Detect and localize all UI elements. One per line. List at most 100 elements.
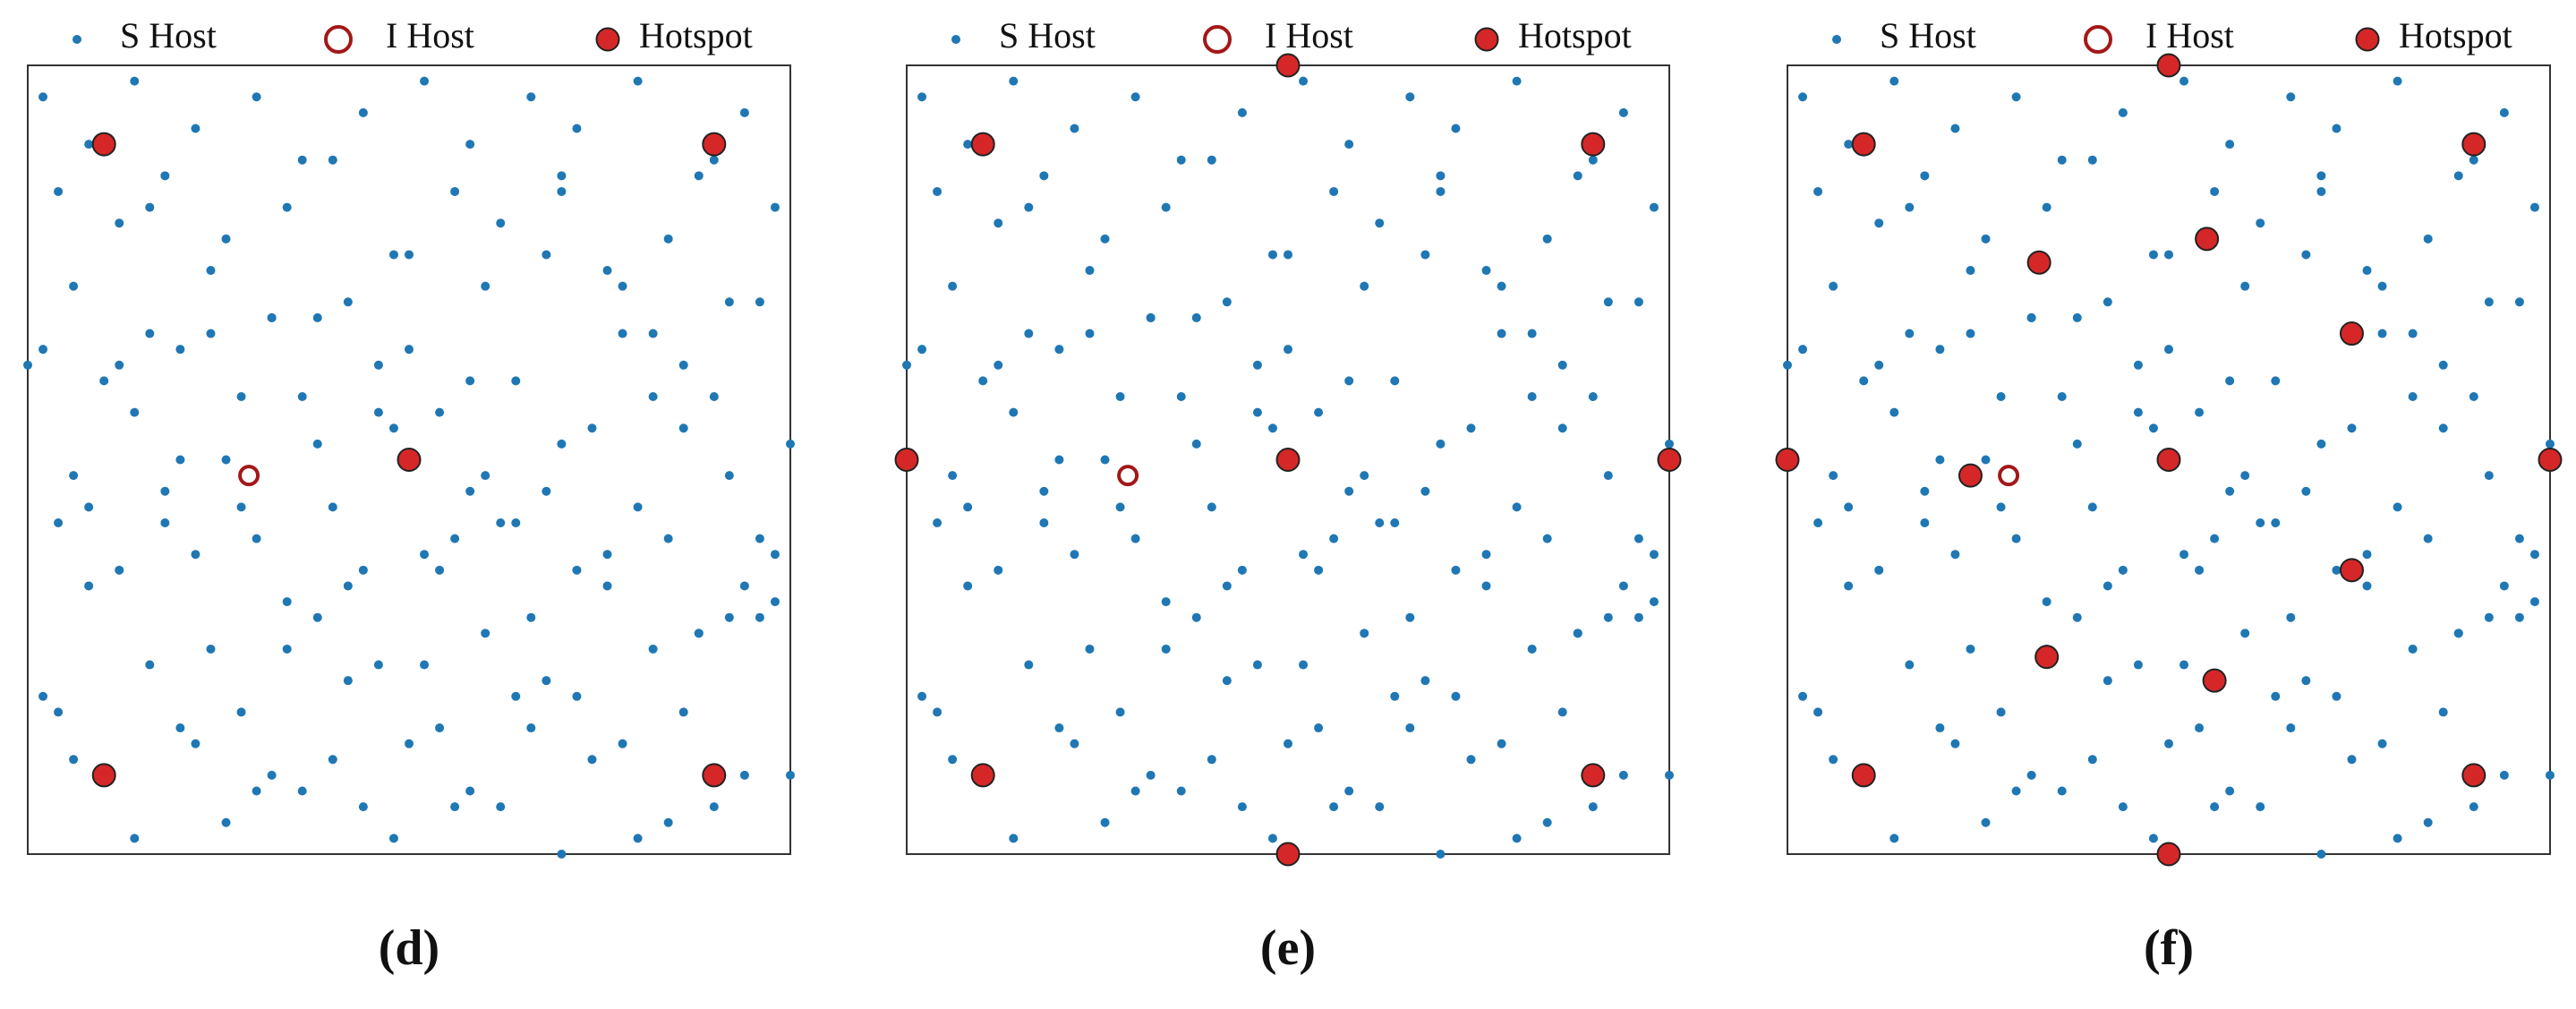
s-host — [678, 360, 688, 370]
s-host — [115, 218, 124, 228]
s-host — [84, 140, 94, 150]
s-host — [2499, 581, 2509, 591]
s-host — [1360, 471, 1369, 481]
s-host — [2072, 612, 2082, 622]
s-host — [145, 202, 155, 212]
s-host — [933, 186, 943, 196]
s-host — [450, 534, 460, 543]
s-host — [1481, 581, 1491, 591]
s-host — [1950, 550, 1960, 560]
s-host — [1542, 817, 1552, 827]
s-host — [1798, 691, 1808, 701]
legend-swatch — [951, 35, 960, 44]
panel-caption: (e) — [1260, 920, 1316, 976]
s-host — [1420, 676, 1430, 686]
hotspot — [2202, 668, 2227, 693]
s-host — [1497, 281, 1506, 291]
s-host — [1375, 218, 1385, 228]
s-host — [1390, 376, 1400, 386]
s-host — [1252, 407, 1262, 417]
s-host — [933, 707, 943, 717]
s-host — [267, 312, 277, 322]
s-host — [38, 691, 48, 701]
s-host — [450, 186, 460, 196]
s-host — [739, 770, 749, 780]
s-host — [465, 376, 475, 386]
s-host — [38, 92, 48, 102]
s-host — [1512, 76, 1522, 86]
legend-label: Hotspot — [1518, 15, 1632, 56]
s-host — [1950, 124, 1960, 133]
s-host — [2271, 691, 2281, 701]
s-host — [1344, 486, 1354, 496]
s-host — [2118, 802, 2128, 812]
s-host — [2225, 486, 2235, 496]
s-host — [2514, 297, 2524, 307]
s-host — [84, 502, 94, 512]
s-host — [709, 392, 719, 402]
s-host — [221, 455, 231, 465]
s-host — [648, 644, 658, 654]
s-host — [618, 329, 627, 338]
s-host — [1935, 345, 1945, 355]
s-host — [1176, 155, 1186, 165]
s-host — [511, 691, 521, 701]
s-host — [511, 517, 521, 527]
s-host — [1829, 755, 1838, 765]
s-host — [54, 186, 64, 196]
s-host — [373, 660, 383, 670]
s-host — [481, 281, 490, 291]
s-host — [2164, 345, 2173, 355]
s-host — [2179, 76, 2189, 86]
s-host — [1966, 644, 1975, 654]
s-host — [312, 439, 322, 449]
s-host — [2286, 92, 2296, 102]
s-host — [1512, 834, 1522, 843]
s-host — [1070, 739, 1079, 748]
s-host — [2103, 676, 2112, 686]
s-host — [1390, 691, 1400, 701]
s-host — [1466, 755, 1476, 765]
s-host — [755, 297, 764, 307]
s-host — [1284, 345, 1292, 355]
s-host — [1207, 502, 1216, 512]
s-host — [2332, 124, 2341, 133]
s-host — [2301, 250, 2311, 260]
s-host — [1527, 644, 1537, 654]
s-host — [2546, 439, 2555, 449]
s-host — [1996, 707, 2006, 717]
i-host — [238, 465, 260, 487]
hotspot — [1958, 463, 1983, 488]
s-host — [1375, 517, 1385, 527]
hotspot — [2026, 250, 2051, 275]
s-host — [435, 723, 445, 733]
s-host — [1146, 770, 1156, 780]
s-host — [724, 297, 734, 307]
s-host — [2057, 392, 2067, 402]
s-host — [69, 281, 79, 291]
s-host — [1920, 171, 1930, 181]
s-host — [511, 376, 521, 386]
s-host — [1039, 486, 1049, 496]
s-host — [2210, 534, 2220, 543]
s-host — [1054, 455, 1064, 465]
legend-label: Hotspot — [639, 15, 753, 56]
s-host — [1981, 817, 1991, 827]
s-host — [206, 644, 216, 654]
s-host — [557, 850, 567, 859]
s-host — [2469, 155, 2478, 165]
s-host — [252, 534, 261, 543]
s-host — [1920, 486, 1930, 496]
s-host — [557, 439, 567, 449]
s-host — [1420, 486, 1430, 496]
s-host — [2133, 407, 2143, 417]
s-host — [2042, 597, 2051, 607]
hotspot — [2195, 227, 2220, 252]
s-host — [1420, 250, 1430, 260]
s-host — [2179, 550, 2189, 560]
s-host — [1039, 517, 1049, 527]
s-host — [2301, 676, 2311, 686]
s-host — [2393, 76, 2402, 86]
s-host — [1527, 392, 1537, 402]
